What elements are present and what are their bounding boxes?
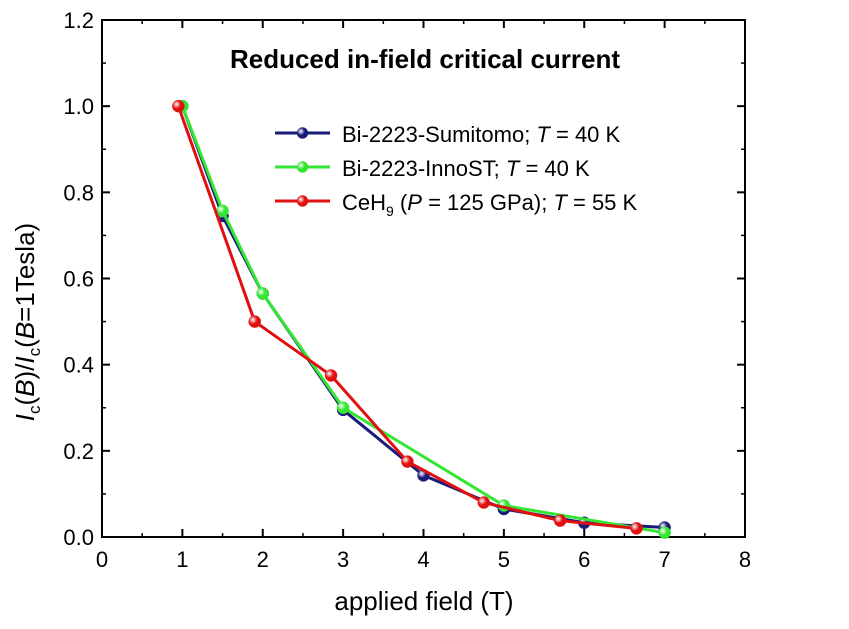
y-tick-label: 0.8 (63, 180, 94, 205)
legend-item-ceh9: CeH9 (P = 125 GPa); T = 55 K (275, 190, 638, 219)
y-label-part: B (10, 322, 40, 339)
y-label-part: =1Tesla) (10, 223, 40, 322)
data-point (553, 514, 567, 527)
y-label-part: B (10, 379, 40, 396)
x-tick-label: 5 (498, 547, 510, 572)
legend-marker (296, 127, 309, 139)
data-point (630, 522, 643, 535)
data-point (324, 369, 338, 382)
legend-label: Bi-2223-Sumitomo; T = 40 K (342, 122, 621, 147)
legend-marker (296, 161, 309, 173)
x-tick-label: 0 (96, 547, 108, 572)
y-label-part: c (25, 405, 44, 414)
ticks: 0 1 2 3 4 5 6 7 8 0.0 0.2 0.4 0.6 0.8 1.0 1.2 (63, 8, 751, 572)
y-label-part: c (25, 347, 44, 356)
y-tick-label: 1.2 (63, 8, 94, 33)
y-label-part: I (10, 414, 40, 421)
chart-title: Reduced in-field critical current (230, 44, 620, 74)
legend-label: Bi-2223-InnoST; T = 40 K (342, 156, 590, 181)
y-axis-label: Ic(B)/Ic(B=1Tesla) (10, 223, 44, 421)
axes (101, 19, 746, 538)
data-point (336, 401, 350, 414)
series-line (180, 105, 665, 535)
plot-frame (101, 19, 746, 538)
legend: Bi-2223-Sumitomo; T = 40 K Bi-2223-InnoS… (275, 122, 638, 219)
x-tick-label: 1 (176, 547, 188, 572)
x-tick-label: 4 (417, 547, 429, 572)
y-tick-label: 0.2 (63, 439, 94, 464)
data-point (658, 526, 671, 539)
y-label-part: )/ (10, 363, 40, 380)
y-label-part: ( (10, 339, 40, 348)
legend-label: CeH9 (P = 125 GPa); T = 55 K (342, 190, 638, 219)
data-point (401, 455, 414, 468)
data-point (477, 496, 491, 509)
series-layer (172, 99, 671, 539)
x-tick-label: 8 (739, 547, 751, 572)
x-axis-label: applied field (T) (334, 586, 513, 616)
data-point (248, 315, 261, 328)
y-tick-label: 0.0 (63, 525, 94, 550)
series-2 (172, 99, 643, 535)
x-tick-label: 3 (337, 547, 349, 572)
y-tick-label: 1.0 (63, 94, 94, 119)
legend-marker (296, 195, 309, 207)
data-point (256, 287, 269, 300)
series-1 (176, 99, 671, 539)
data-point (172, 99, 185, 113)
y-label-part: I (10, 356, 40, 363)
y-label-part: ( (10, 396, 40, 405)
x-tick-label: 6 (578, 547, 590, 572)
y-tick-label: 0.6 (63, 267, 94, 292)
x-tick-label: 7 (659, 547, 671, 572)
legend-item-innost: Bi-2223-InnoST; T = 40 K (275, 156, 590, 181)
y-tick-label: 0.4 (63, 353, 94, 378)
legend-item-sumitomo: Bi-2223-Sumitomo; T = 40 K (275, 122, 621, 147)
x-tick-label: 2 (257, 547, 269, 572)
